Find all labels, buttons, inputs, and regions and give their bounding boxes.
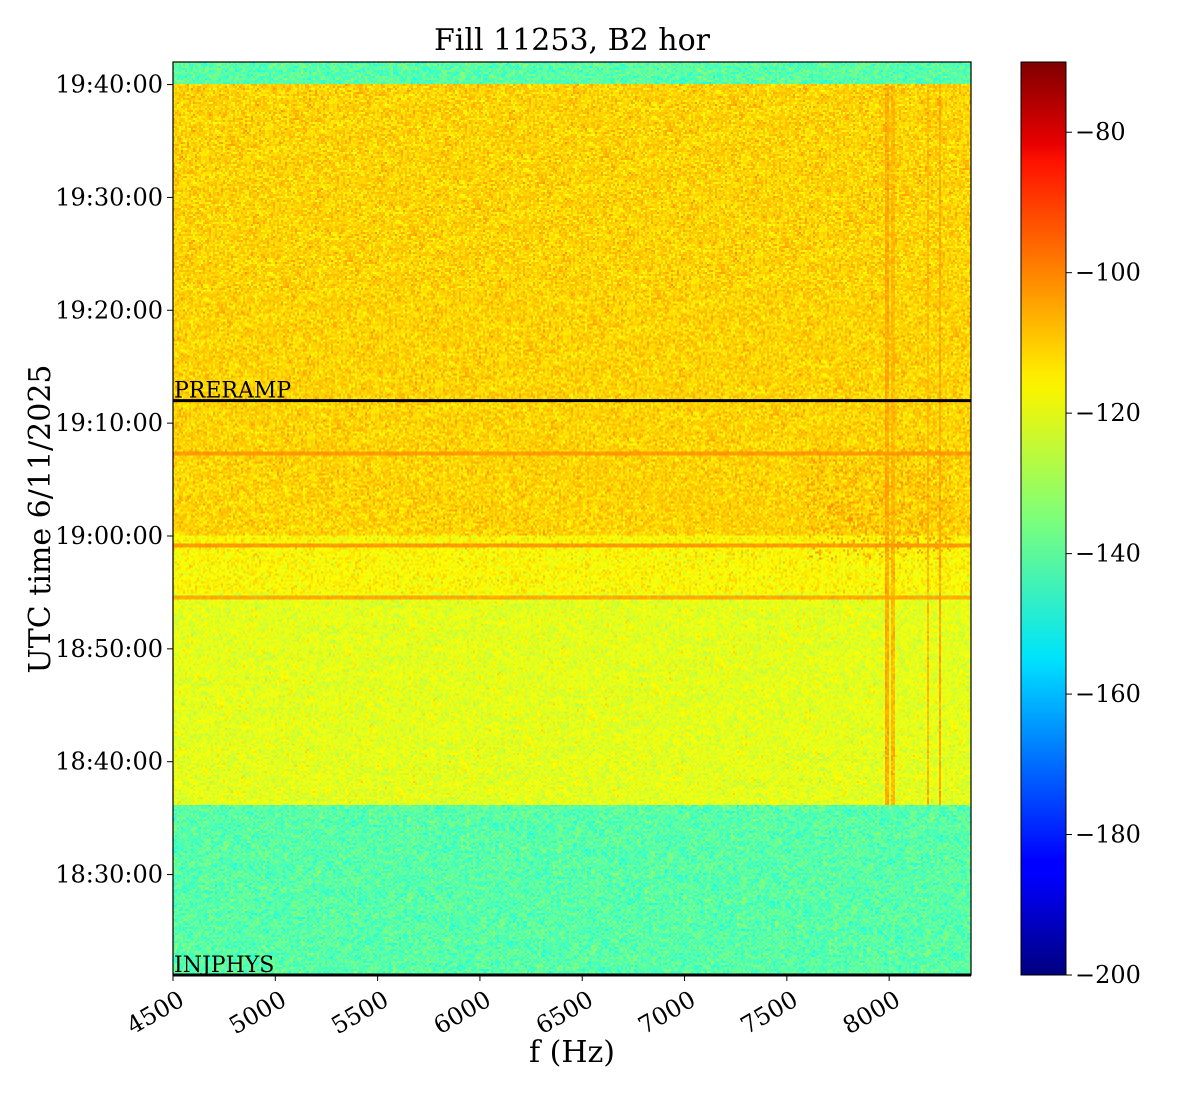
y-tick-label: 19:10:00 (55, 409, 163, 437)
colorbar: −200 −180 −160 −140 −120 −100 −80 (1020, 61, 1141, 989)
chart-title: Fill 11253, B2 hor (434, 23, 711, 58)
y-tick-label: 19:00:00 (55, 522, 163, 550)
colorbar-gradient (1020, 61, 1067, 976)
colorbar-tick-label: −100 (1075, 259, 1141, 287)
y-tick-label: 18:40:00 (55, 748, 163, 776)
colorbar-tick-label: −120 (1075, 399, 1141, 427)
x-tick-label: 7500 (736, 985, 803, 1040)
colorbar-tick-label: −180 (1075, 821, 1141, 849)
y-tick-label: 19:20:00 (55, 296, 163, 324)
colorbar-tick-label: −140 (1075, 540, 1141, 568)
y-tick-label: 19:30:00 (55, 183, 163, 211)
y-tick-label: 18:30:00 (55, 861, 163, 889)
heatmap-canvas (173, 62, 971, 975)
y-axis-label: UTC time 6/11/2025 (23, 365, 58, 674)
x-tick-label: 6500 (531, 985, 598, 1040)
colorbar-tick-label: −160 (1075, 680, 1141, 708)
x-tick-label: 4500 (122, 985, 189, 1040)
heatmap-plot-area: PRERAMP INJPHYS (172, 61, 972, 978)
y-tick-label: 18:50:00 (55, 635, 163, 663)
x-tick-label: 5500 (327, 985, 394, 1040)
colorbar-tick-label: −200 (1075, 961, 1141, 989)
colorbar-tick-label: −80 (1075, 118, 1126, 146)
marker-label: PRERAMP (174, 379, 291, 404)
x-tick-label: 8000 (838, 985, 905, 1040)
x-tick-label: 6000 (429, 985, 496, 1040)
x-tick-label: 7000 (633, 985, 700, 1040)
x-axis: 4500 5000 5500 6000 6500 7000 7500 8000 (122, 975, 905, 1040)
colorbar-ticks: −200 −180 −160 −140 −120 −100 −80 (1066, 118, 1141, 989)
y-axis: 18:30:00 18:40:00 18:50:00 19:00:00 19:10:00… (55, 71, 173, 889)
x-axis-label: f (Hz) (529, 1035, 615, 1070)
marker-label: INJPHYS (174, 953, 274, 978)
x-tick-label: 5000 (224, 985, 291, 1040)
plot-frame (172, 61, 972, 976)
y-tick-label: 19:40:00 (55, 71, 163, 99)
